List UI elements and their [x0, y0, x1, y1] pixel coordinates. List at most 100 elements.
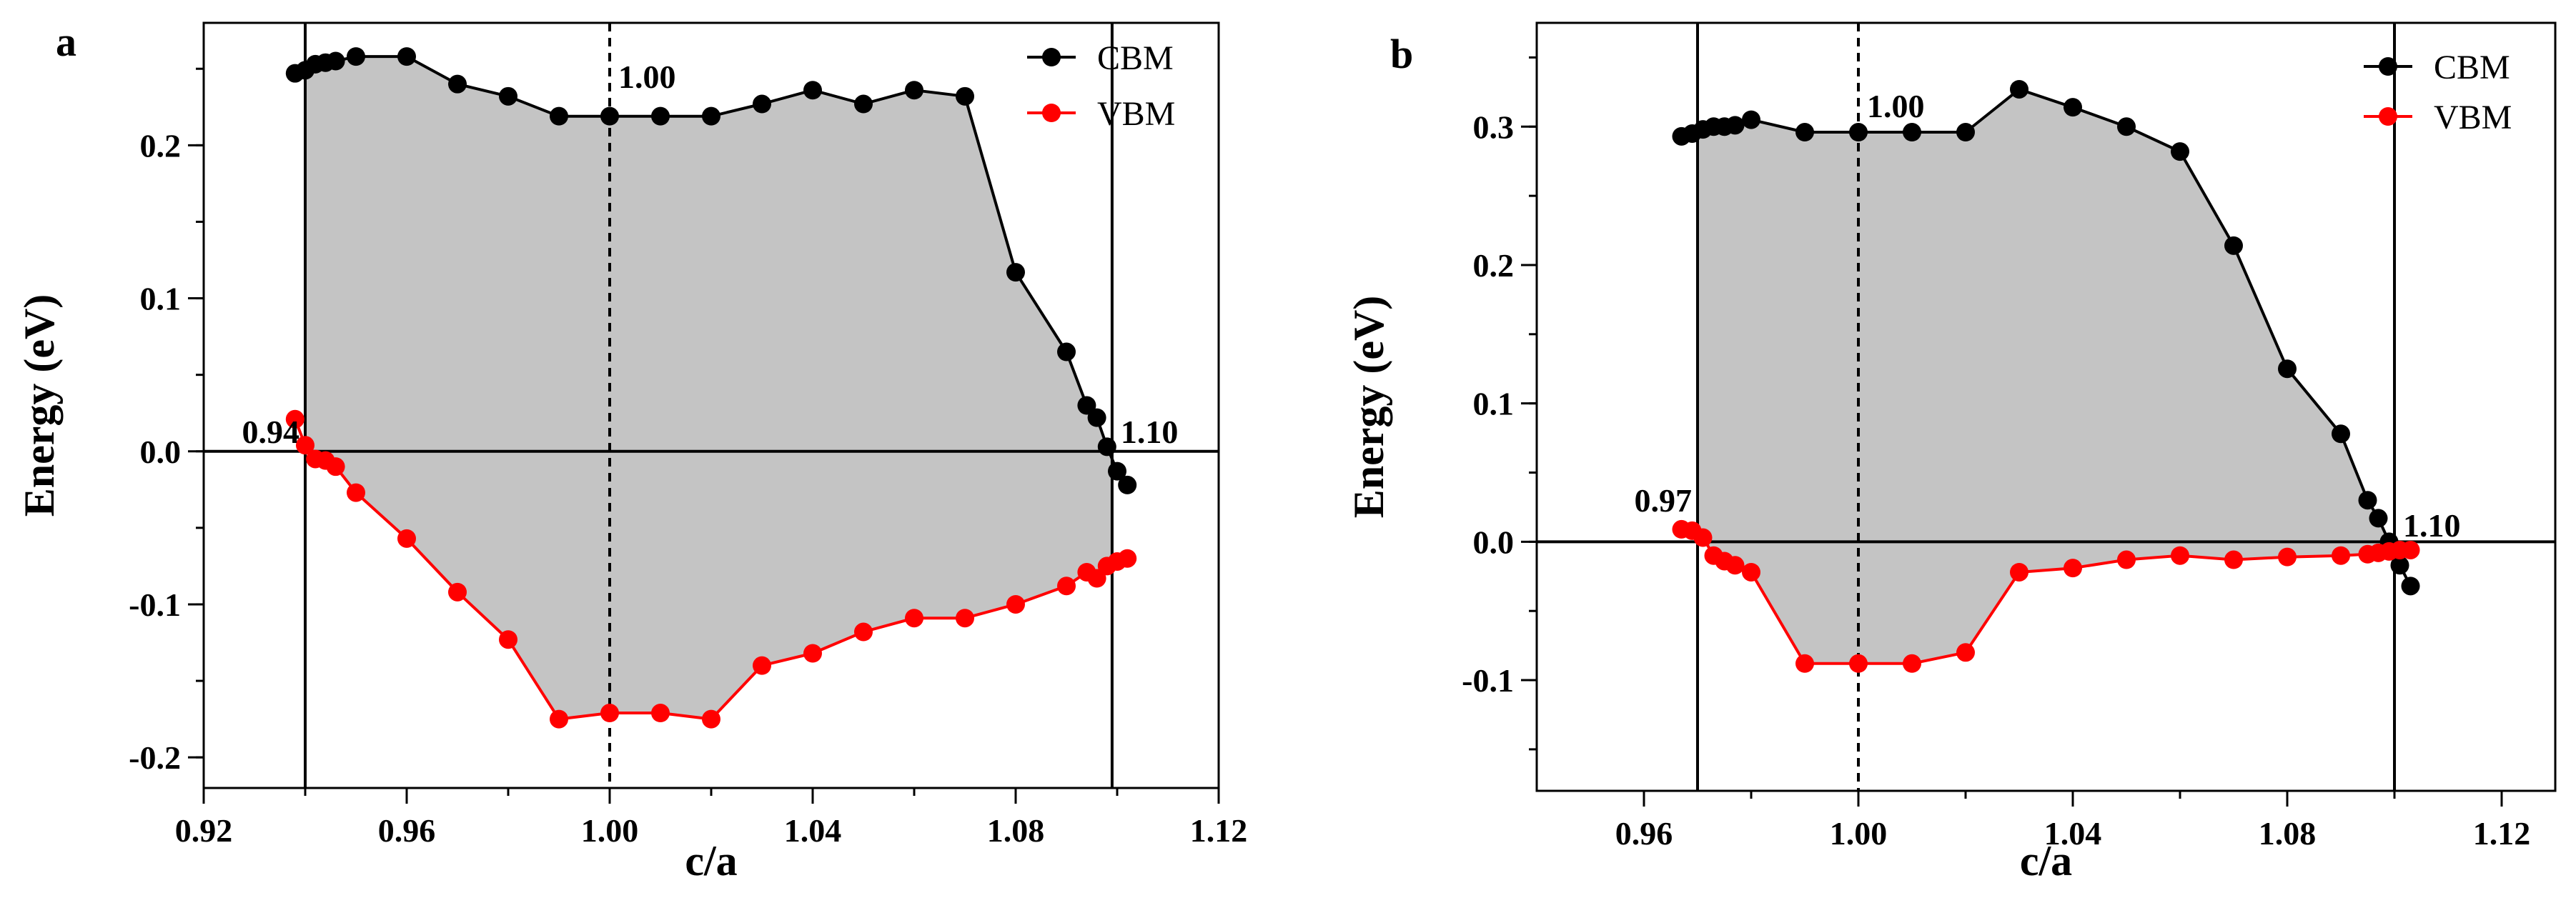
- data-point-cbm: [1849, 123, 1868, 142]
- data-point-cbm: [550, 106, 568, 126]
- data-point-cbm: [448, 74, 467, 94]
- y-tick-label: -0.2: [129, 739, 181, 776]
- data-point-vbm: [1057, 577, 1076, 596]
- data-point-vbm: [1742, 562, 1760, 582]
- data-point-vbm: [1903, 654, 1921, 673]
- data-point-cbm: [1118, 475, 1137, 494]
- data-point-vbm: [285, 409, 304, 429]
- data-point-cbm: [2224, 236, 2243, 255]
- data-point-vbm: [1725, 556, 1745, 575]
- x-tick-label: 0.96: [378, 812, 436, 849]
- data-point-vbm: [1693, 528, 1713, 547]
- data-point-cbm: [2358, 491, 2377, 510]
- data-point-cbm: [2332, 424, 2350, 444]
- data-point-cbm: [1097, 437, 1116, 457]
- y-tick-label: -0.1: [129, 587, 181, 623]
- data-point-cbm: [2010, 79, 2028, 99]
- x-tick-label: 0.96: [1615, 815, 1673, 852]
- data-point-cbm: [499, 86, 517, 106]
- data-point-vbm: [1118, 549, 1137, 568]
- data-point-vbm: [2278, 547, 2297, 567]
- data-point-vbm: [2401, 540, 2420, 559]
- legend-label: CBM: [1097, 39, 1174, 77]
- data-point-cbm: [1087, 408, 1106, 427]
- data-point-vbm: [2064, 559, 2082, 578]
- data-point-cbm: [2390, 556, 2409, 575]
- data-point-cbm: [1795, 123, 1814, 142]
- data-point-vbm: [2171, 546, 2189, 565]
- panel-a: 0.92 0.96 1.00 1.04 1.08 1.12 -0.2 -0.1 0.0 0.1 0.…: [16, 19, 1247, 884]
- data-point-cbm: [1742, 110, 1760, 129]
- data-point-vbm: [2224, 550, 2243, 569]
- y-tick-label: 0.3: [1473, 109, 1515, 145]
- annotation-label: 1.00: [618, 59, 676, 95]
- data-point-cbm: [2171, 142, 2189, 161]
- data-point-vbm: [956, 609, 974, 628]
- data-point-vbm: [1006, 594, 1025, 614]
- data-point-cbm: [347, 47, 365, 66]
- data-point-vbm: [397, 529, 416, 548]
- data-point-cbm: [702, 106, 720, 126]
- data-point-vbm: [600, 704, 619, 723]
- y-tick-label: 0.1: [1473, 386, 1515, 422]
- x-axis-title: c/a: [685, 837, 737, 884]
- data-point-cbm: [1006, 263, 1025, 282]
- legend-label: VBM: [2434, 99, 2512, 136]
- legend-swatch-marker: [2379, 57, 2397, 76]
- panel-b: 0.96 1.00 1.04 1.08 1.12 -0.1 0.0 0.1 0.2 0.3 1.00…: [1345, 21, 2557, 884]
- data-point-cbm: [2401, 577, 2420, 596]
- y-tick-label: -0.1: [1462, 662, 1514, 699]
- data-point-vbm: [448, 582, 467, 602]
- x-tick-label: 1.08: [987, 812, 1045, 849]
- y-tick-label: 0.2: [1473, 247, 1515, 284]
- data-point-vbm: [702, 709, 720, 729]
- data-point-vbm: [1087, 569, 1106, 588]
- data-point-cbm: [397, 47, 416, 66]
- legend-swatch-marker: [1042, 48, 1061, 66]
- data-point-cbm: [1057, 342, 1076, 361]
- annotation-label: 1.10: [2403, 507, 2461, 544]
- data-point-vbm: [1795, 654, 1814, 673]
- data-point-cbm: [2278, 359, 2297, 379]
- x-tick-label: 1.04: [784, 812, 842, 849]
- data-point-cbm: [326, 51, 345, 71]
- band-gap-fill: [305, 56, 1112, 719]
- panel-letter: b: [1390, 31, 1413, 77]
- data-point-cbm: [1077, 396, 1096, 415]
- data-point-cbm: [1108, 462, 1126, 481]
- x-tick-label: 1.00: [1830, 815, 1888, 852]
- legend-label: VBM: [1097, 95, 1175, 133]
- annotation-label: 0.94: [242, 414, 300, 450]
- x-axis-title: c/a: [2020, 837, 2072, 884]
- data-point-cbm: [905, 81, 923, 100]
- y-axis-title: Energy (eV): [1345, 296, 1392, 519]
- data-point-vbm: [326, 457, 345, 477]
- x-tick-label: 1.04: [2044, 815, 2102, 852]
- data-point-cbm: [753, 94, 771, 114]
- legend-label: CBM: [2434, 49, 2510, 86]
- data-point-vbm: [753, 656, 771, 675]
- data-point-vbm: [347, 483, 365, 502]
- data-point-vbm: [499, 630, 517, 649]
- data-point-cbm: [2117, 117, 2136, 136]
- y-tick-label: 0.1: [140, 281, 182, 317]
- y-tick-label: 0.2: [140, 127, 182, 164]
- plot-frame: [1535, 21, 2557, 792]
- data-point-cbm: [956, 86, 974, 106]
- legend-swatch-marker: [2379, 107, 2397, 126]
- data-point-cbm: [854, 94, 873, 114]
- x-tick-label: 1.00: [581, 812, 639, 849]
- y-tick-label: 0.0: [140, 434, 182, 470]
- y-axis-title: Energy (eV): [16, 294, 63, 517]
- panel-letter: a: [56, 19, 76, 65]
- data-point-vbm: [1956, 643, 1975, 662]
- data-point-vbm: [905, 609, 923, 628]
- data-point-cbm: [2369, 509, 2388, 528]
- data-point-vbm: [803, 644, 822, 663]
- data-point-vbm: [854, 622, 873, 642]
- data-point-cbm: [600, 106, 619, 126]
- data-point-cbm: [1956, 123, 1975, 142]
- data-point-vbm: [1849, 654, 1868, 673]
- y-tick-label: 0.0: [1473, 524, 1515, 560]
